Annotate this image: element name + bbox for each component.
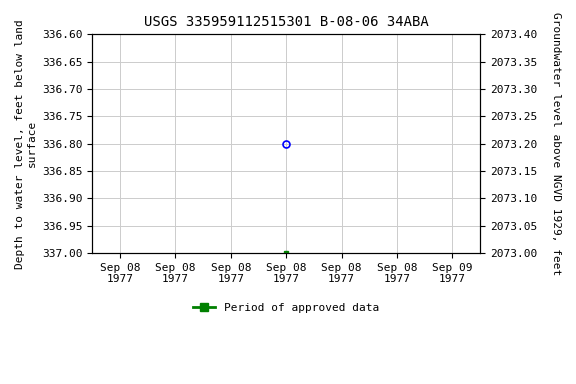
- Title: USGS 335959112515301 B-08-06 34ABA: USGS 335959112515301 B-08-06 34ABA: [144, 15, 429, 29]
- Y-axis label: Depth to water level, feet below land
surface: Depth to water level, feet below land su…: [15, 19, 37, 268]
- Legend: Period of approved data: Period of approved data: [188, 299, 384, 318]
- Y-axis label: Groundwater level above NGVD 1929, feet: Groundwater level above NGVD 1929, feet: [551, 12, 561, 275]
